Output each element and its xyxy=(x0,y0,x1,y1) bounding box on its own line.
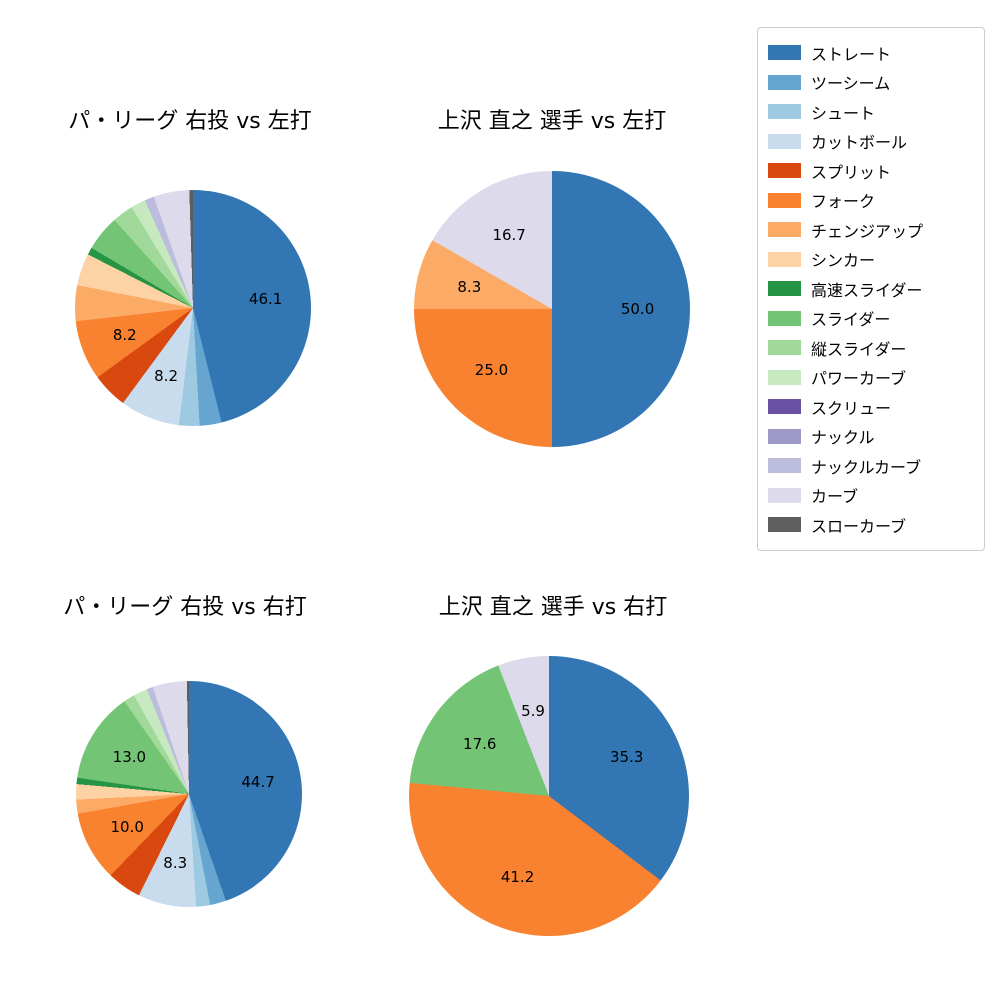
legend-color-swatch xyxy=(768,104,801,120)
legend-item: フォーク xyxy=(768,186,974,216)
legend-item: シュート xyxy=(768,97,974,127)
legend-color-swatch xyxy=(768,399,801,415)
legend-item: スローカーブ xyxy=(768,510,974,540)
pie-value-label: 44.7 xyxy=(241,773,275,792)
pie-value-label: 8.3 xyxy=(457,277,482,296)
legend-item-label: スプリット xyxy=(811,162,892,182)
chart-title-uwasawa-vs-left: 上沢 直之 選手 vs 左打 xyxy=(437,109,667,134)
legend-color-swatch xyxy=(768,340,801,356)
legend-color-swatch xyxy=(768,251,801,267)
pie-value-label: 8.2 xyxy=(112,325,137,344)
pie-value-label: 41.2 xyxy=(500,867,535,886)
legend-item: ストレート xyxy=(768,38,974,68)
legend-item-label: シンカー xyxy=(811,251,876,271)
legend-color-swatch xyxy=(768,222,801,238)
chart-title-uwasawa-vs-right: 上沢 直之 選手 vs 右打 xyxy=(438,595,668,620)
legend-item: 高速スライダー xyxy=(768,274,974,304)
pie-value-label: 10.0 xyxy=(110,817,144,836)
legend-color-swatch xyxy=(768,458,801,474)
legend-item: ナックル xyxy=(768,422,974,452)
legend-item-label: パワーカーブ xyxy=(811,369,907,389)
pie-value-label: 13.0 xyxy=(112,748,147,767)
legend-item-label: チェンジアップ xyxy=(811,221,924,241)
legend-item: カットボール xyxy=(768,127,974,157)
legend-item: パワーカーブ xyxy=(768,363,974,393)
legend-item-label: 縦スライダー xyxy=(811,339,907,359)
legend-item: スクリュー xyxy=(768,392,974,422)
legend-color-swatch xyxy=(768,281,801,297)
pie-value-label: 16.7 xyxy=(492,225,526,244)
legend-item-label: ナックル xyxy=(811,428,875,448)
legend-item: スライダー xyxy=(768,304,974,334)
legend-color-swatch xyxy=(768,74,801,90)
pie-chart-uwasawa-vs-left: 50.0 25.0 8.3 16.7 xyxy=(414,171,690,447)
pie-value-label: 8.2 xyxy=(154,367,178,386)
legend-item-label: スライダー xyxy=(811,310,891,330)
legend-item-label: スクリュー xyxy=(811,398,892,418)
legend-color-swatch xyxy=(768,428,801,444)
pie-value-label: 17.6 xyxy=(463,734,497,753)
legend-color-swatch xyxy=(768,192,801,208)
legend-item-label: カットボール xyxy=(811,133,908,153)
pie-value-label: 8.3 xyxy=(163,853,188,872)
pie-chart-pa-league-vs-left: 46.1 8.2 8.2 xyxy=(75,190,311,426)
legend-color-swatch xyxy=(768,517,801,533)
legend-color-swatch xyxy=(768,487,801,503)
pie-value-label: 46.1 xyxy=(248,290,283,309)
legend-item: 縦スライダー xyxy=(768,333,974,363)
legend-color-swatch xyxy=(768,163,801,179)
legend-item-label: 高速スライダー xyxy=(811,280,923,300)
legend-color-swatch xyxy=(768,133,801,149)
legend-item: ナックルカーブ xyxy=(768,451,974,481)
chart-title-pa-league-vs-right: パ・リーグ 右投 vs 右打 xyxy=(63,595,307,620)
legend-item-label: フォーク xyxy=(811,192,876,212)
pie-value-label: 5.9 xyxy=(521,701,545,720)
legend-item-label: カーブ xyxy=(811,487,859,507)
legend-item: シンカー xyxy=(768,245,974,275)
pie-chart-pa-league-vs-right: 44.7 8.3 10.0 13.0 xyxy=(76,681,302,907)
legend-item-label: スローカーブ xyxy=(811,516,907,536)
legend-color-swatch xyxy=(768,45,801,61)
legend-item: ツーシーム xyxy=(768,68,974,98)
pie-chart-uwasawa-vs-right: 35.3 41.2 17.6 5.9 xyxy=(409,656,689,936)
pie-value-label: 25.0 xyxy=(474,360,509,379)
legend-item-label: シュート xyxy=(811,103,876,123)
legend-item-label: ストレート xyxy=(811,44,892,64)
chart-title-pa-league-vs-left: パ・リーグ 右投 vs 左打 xyxy=(68,109,312,134)
legend-item-label: ツーシーム xyxy=(811,74,891,94)
legend-item-label: ナックルカーブ xyxy=(811,457,922,477)
pie-value-label: 35.3 xyxy=(610,748,644,767)
pie-value-label: 50.0 xyxy=(620,300,655,318)
legend-item: カーブ xyxy=(768,481,974,511)
legend-color-swatch xyxy=(768,310,801,326)
legend-item: チェンジアップ xyxy=(768,215,974,245)
legend-item: スプリット xyxy=(768,156,974,186)
legend: ストレートツーシームシュートカットボール スプリットフォークチェンジアップ シンカー… xyxy=(757,27,985,551)
legend-color-swatch xyxy=(768,369,801,385)
